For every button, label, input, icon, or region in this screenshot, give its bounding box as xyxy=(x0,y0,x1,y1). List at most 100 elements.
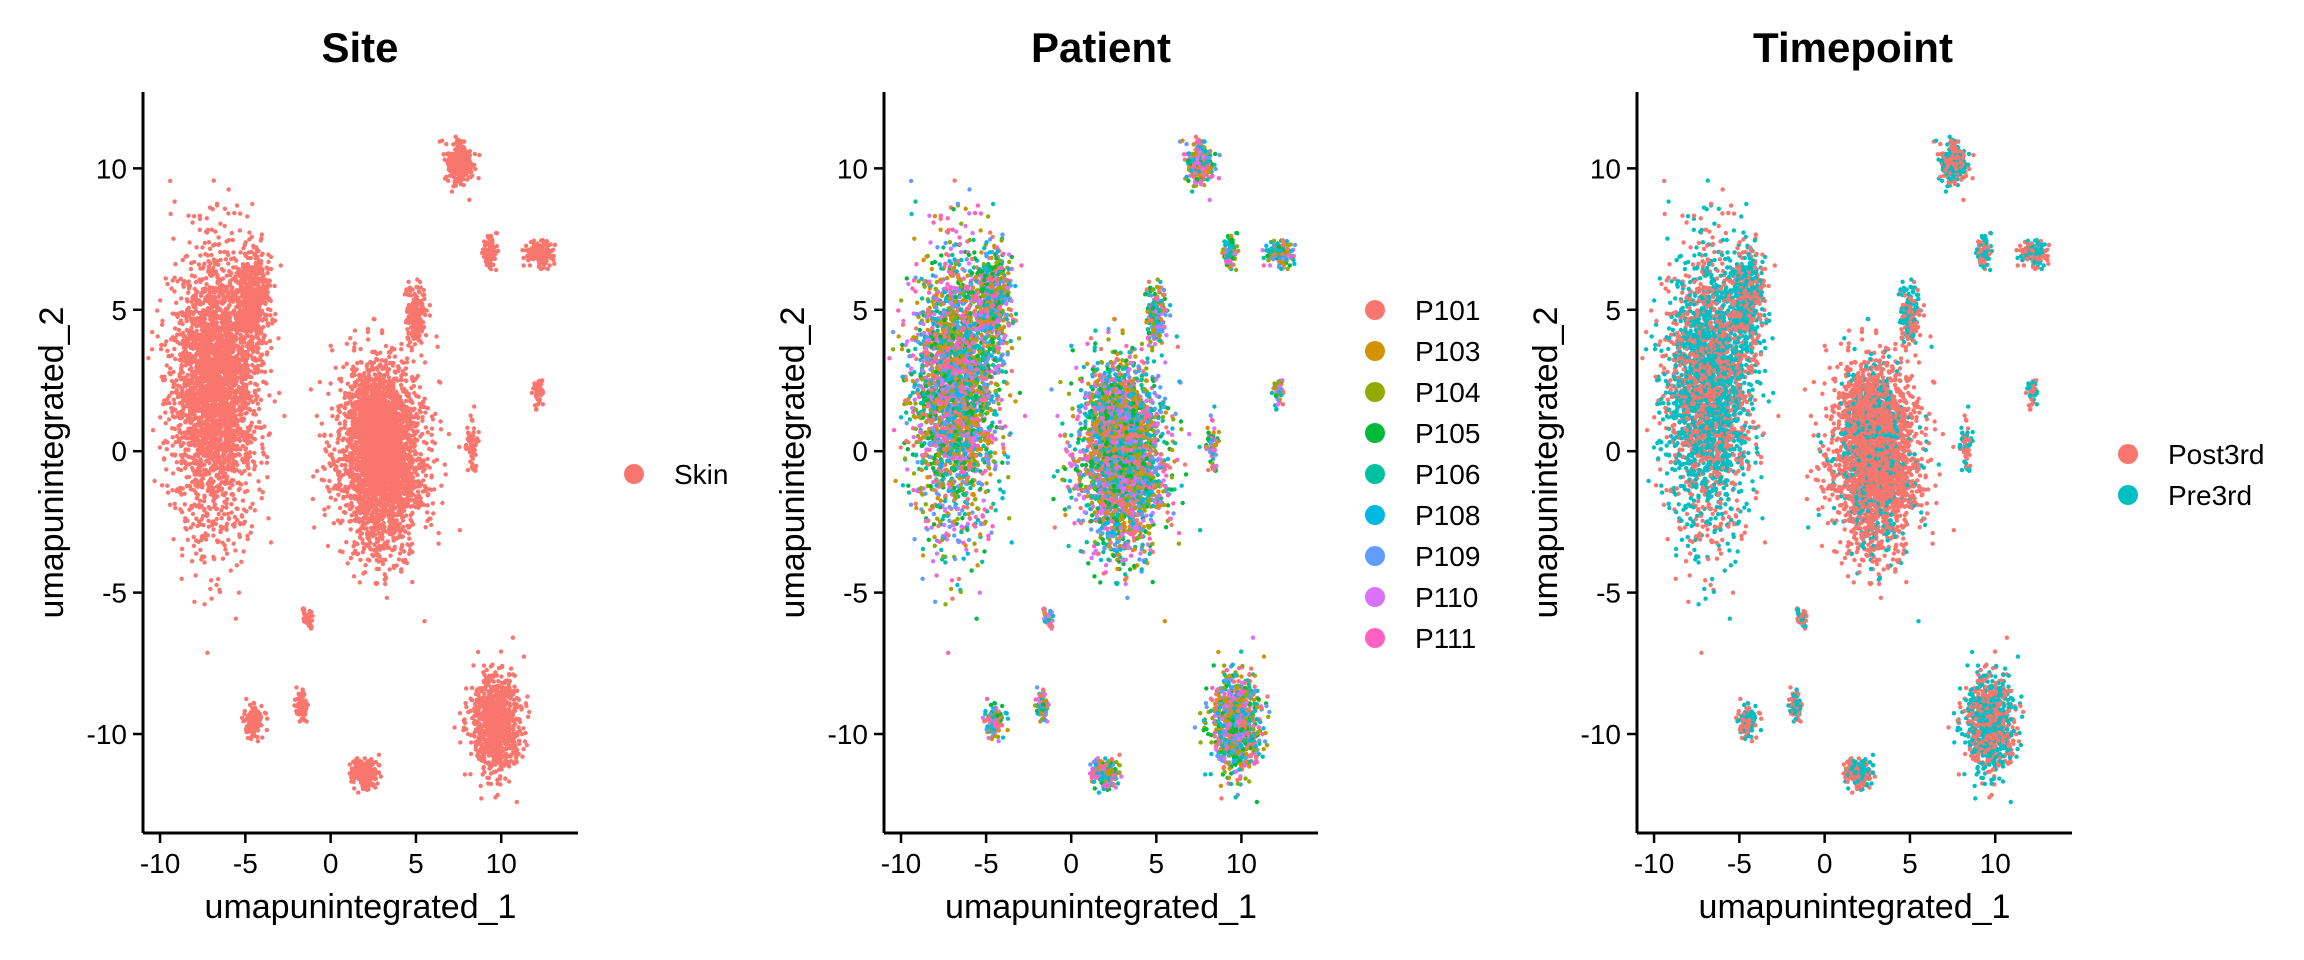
data-point xyxy=(420,400,426,406)
data-point xyxy=(187,367,192,372)
data-point xyxy=(404,360,410,365)
data-point xyxy=(398,382,404,388)
data-point xyxy=(410,579,415,585)
data-point xyxy=(458,740,463,745)
data-point xyxy=(250,201,255,207)
data-point xyxy=(206,524,211,529)
data-point xyxy=(479,796,484,801)
data-point xyxy=(312,525,317,530)
data-point xyxy=(422,292,427,297)
data-point xyxy=(348,451,354,456)
data-point xyxy=(327,461,332,466)
data-point xyxy=(278,263,283,268)
data-point xyxy=(211,527,216,532)
data-point xyxy=(263,711,269,716)
data-point xyxy=(358,359,363,365)
data-point xyxy=(521,726,526,731)
data-point xyxy=(323,447,328,452)
data-point xyxy=(365,326,371,332)
data-point xyxy=(453,134,458,139)
data-point xyxy=(328,433,333,438)
data-point xyxy=(202,261,207,266)
data-point xyxy=(252,508,258,513)
data-point xyxy=(214,516,219,522)
data-point xyxy=(251,429,257,434)
data-point xyxy=(301,607,307,612)
data-point xyxy=(425,430,430,435)
data-point xyxy=(218,524,223,529)
data-point xyxy=(436,541,441,546)
data-point xyxy=(239,514,245,519)
data-point xyxy=(438,419,443,424)
data-point xyxy=(163,421,168,426)
data-point xyxy=(178,276,183,281)
data-point xyxy=(175,383,180,388)
data-point xyxy=(294,685,299,690)
data-point xyxy=(376,538,381,544)
data-point xyxy=(349,513,354,518)
data-point xyxy=(511,724,516,729)
data-point xyxy=(524,742,530,748)
data-point xyxy=(224,521,230,526)
data-point xyxy=(185,299,190,304)
data-point xyxy=(158,347,164,352)
data-point xyxy=(317,433,322,438)
data-point xyxy=(445,178,451,183)
data-point xyxy=(252,264,257,269)
data-point xyxy=(407,339,413,345)
data-point xyxy=(400,372,405,378)
data-point xyxy=(485,233,491,239)
data-point xyxy=(345,502,350,508)
data-point xyxy=(407,536,412,541)
data-point xyxy=(259,723,264,728)
data-point xyxy=(471,426,477,431)
data-point xyxy=(427,313,433,318)
data-point xyxy=(180,358,185,364)
data-point xyxy=(242,251,248,256)
data-point xyxy=(415,277,420,282)
data-point xyxy=(322,512,327,518)
data-point xyxy=(465,467,471,473)
data-point xyxy=(187,407,192,413)
data-point xyxy=(371,553,376,558)
data-point xyxy=(378,497,383,502)
data-point xyxy=(238,336,243,342)
data-point xyxy=(441,152,446,157)
data-point xyxy=(440,138,445,143)
data-point xyxy=(159,322,165,327)
data-point xyxy=(446,431,452,437)
data-point xyxy=(205,650,210,655)
data-point xyxy=(235,517,240,523)
data-point xyxy=(245,533,250,538)
data-point xyxy=(427,303,433,308)
data-point xyxy=(327,478,332,484)
data-point xyxy=(484,667,489,673)
data-point xyxy=(238,250,243,255)
data-point xyxy=(220,504,226,510)
data-point xyxy=(259,496,264,501)
data-point xyxy=(329,406,335,411)
data-point xyxy=(372,372,378,377)
data-point xyxy=(387,567,392,572)
data-point xyxy=(229,502,234,507)
data-point xyxy=(187,240,192,245)
data-point xyxy=(261,335,266,340)
data-point xyxy=(352,328,358,333)
data-point xyxy=(268,368,274,374)
data-point xyxy=(326,391,331,396)
data-point xyxy=(189,559,195,564)
data-point xyxy=(189,273,195,278)
data-point xyxy=(521,263,526,268)
data-point xyxy=(155,308,160,313)
data-point xyxy=(253,425,259,430)
data-point xyxy=(403,372,408,377)
data-point xyxy=(248,353,254,358)
data-point xyxy=(179,546,185,552)
data-point xyxy=(238,522,243,527)
data-point xyxy=(337,421,342,426)
data-point xyxy=(421,287,426,293)
data-point xyxy=(221,512,227,517)
data-point xyxy=(468,708,473,714)
data-point xyxy=(272,399,277,404)
data-point xyxy=(400,369,406,374)
